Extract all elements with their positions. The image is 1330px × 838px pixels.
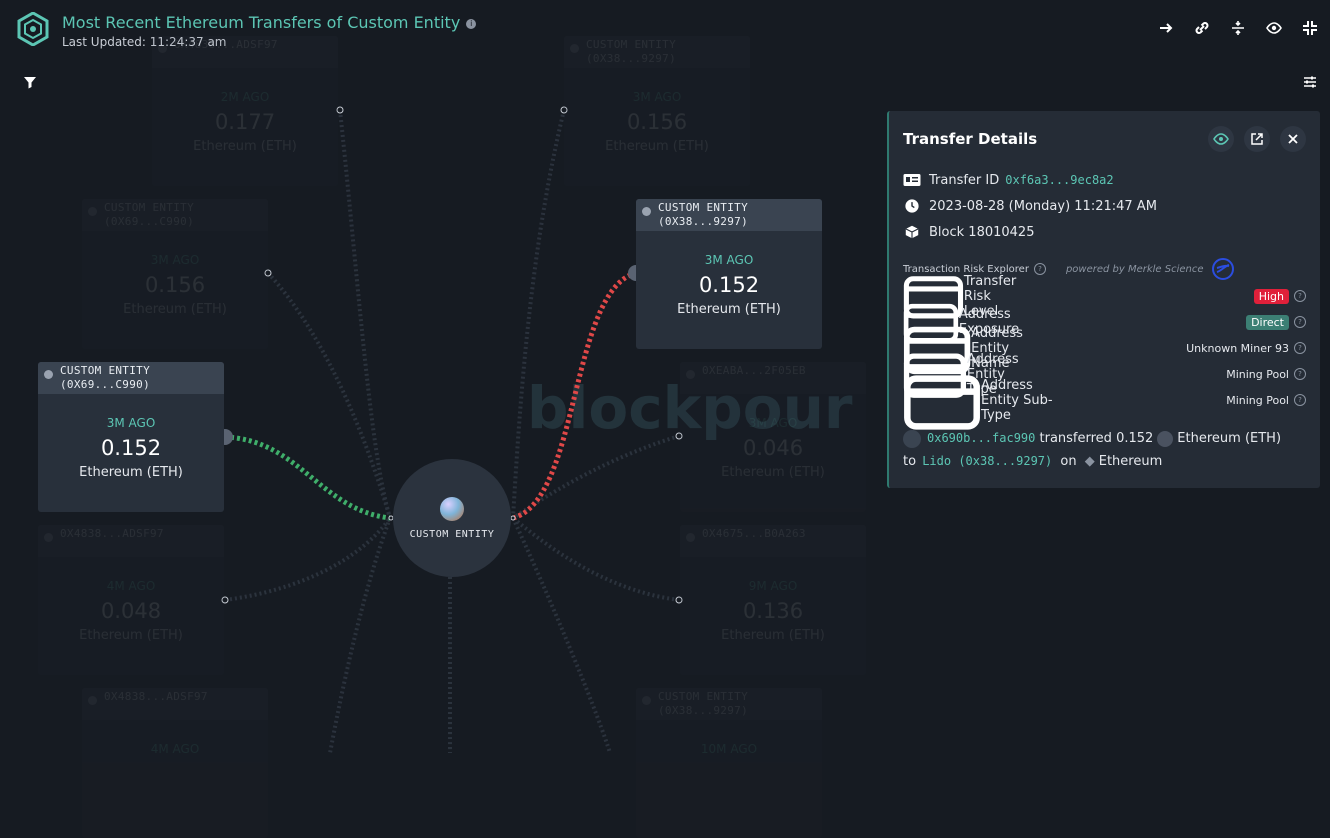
risk-explorer-header: Transaction Risk Explorer? powered by Me… — [903, 258, 1306, 280]
graph-canvas[interactable]: blockpour — [0, 0, 1330, 753]
receiver-link[interactable]: Lido (0x38...9297) — [922, 454, 1053, 468]
clock-icon — [905, 199, 919, 213]
transfer-age: 3M AGO — [106, 416, 156, 430]
ethereum-icon — [44, 370, 53, 379]
help-icon[interactable]: ? — [1033, 263, 1046, 275]
wallet-icon — [904, 375, 980, 430]
merkle-science-logo-icon — [1211, 258, 1234, 280]
edge-faded — [511, 109, 566, 519]
transfer-amount: 0.152 — [698, 273, 760, 297]
transfer-id-link[interactable]: 0xf6a3...9ec8a2 — [1005, 173, 1114, 187]
help-icon[interactable]: ? — [1294, 368, 1306, 380]
blockpour-logo-icon — [17, 12, 49, 46]
settings-sliders-icon[interactable] — [1302, 74, 1318, 90]
transfer-summary: 0x690b...fac990 transferred 0.152 Ethereu… — [903, 427, 1306, 473]
transfer-card[interactable]: CUSTOM ENTITY (0X38...9297) 3M AGO 0.156 Et… — [564, 36, 750, 186]
center-entity-label: CUSTOM ENTITY — [409, 528, 495, 540]
filter-icon[interactable] — [22, 74, 38, 90]
id-card-icon — [903, 174, 921, 186]
transfer-card[interactable]: 0X4838...ADSF97 2M AGO 0.177 Ethereum (ETH… — [152, 36, 338, 186]
edge-faded — [328, 517, 392, 753]
link-icon[interactable] — [1192, 18, 1212, 38]
help-icon[interactable]: ? — [1294, 342, 1306, 354]
transfer-card[interactable]: CUSTOM ENTITY (0X69...C990) 3M AGO 0.156 Et… — [82, 199, 268, 349]
page-header: Most Recent Ethereum Transfers of Custom… — [16, 12, 477, 49]
help-icon[interactable]: ? — [1294, 394, 1306, 406]
center-entity-node[interactable]: CUSTOM ENTITY — [393, 459, 511, 577]
split-icon[interactable] — [1228, 18, 1248, 38]
edge-faded — [266, 271, 392, 519]
panel-title: Transfer Details — [903, 130, 1038, 148]
eye-icon[interactable] — [1208, 126, 1234, 152]
sender-avatar — [903, 429, 921, 448]
edge-faded — [511, 517, 612, 753]
sender-link[interactable]: 0x690b...fac990 — [927, 431, 1036, 445]
transfer-id-row: Transfer ID 0xf6a3...9ec8a2 — [903, 167, 1306, 193]
risk-rows: Transfer Risk Level High? Address Exposu… — [903, 274, 1306, 430]
ethereum-chain-icon: ◆ — [1084, 454, 1095, 469]
risk-row: Address Entity Sub-Type Mining Pool? — [903, 375, 1306, 430]
exposure-badge: Direct — [1246, 314, 1289, 330]
edge-faded — [338, 109, 392, 519]
cube-icon — [905, 225, 919, 239]
help-icon[interactable]: ? — [1294, 290, 1306, 302]
transfer-card[interactable]: CUSTOM ENTITY (0X69...C990) 3M AGO 0.152 … — [38, 362, 224, 512]
ethereum-icon — [1157, 430, 1174, 447]
datetime-row: 2023-08-28 (Monday) 11:21:47 AM — [903, 193, 1306, 219]
info-icon[interactable]: i — [466, 18, 477, 29]
risk-level-badge: High — [1253, 288, 1289, 304]
transfer-age: 3M AGO — [704, 253, 754, 267]
transfer-card[interactable]: 0XEABA...2F05EB 3M AGO 0.046 Ethereum (ETH… — [680, 362, 866, 512]
close-icon[interactable] — [1280, 126, 1306, 152]
edge-faded — [511, 434, 680, 520]
risk-row: Address Exposure Direct? — [903, 304, 1306, 343]
risk-row: Address Entity Name Unknown Miner 93? — [903, 326, 1306, 374]
edge-inflow — [224, 434, 391, 521]
external-link-icon[interactable] — [1244, 126, 1270, 152]
toolbar — [1156, 18, 1320, 38]
transfer-currency: Ethereum (ETH) — [79, 465, 183, 480]
edge-faded — [224, 516, 392, 602]
page-title: Most Recent Ethereum Transfers of Custom… — [62, 12, 477, 34]
risk-row: Transfer Risk Level High? — [903, 274, 1306, 319]
transfer-card[interactable]: CUSTOM ENTITY (0X38...9297) 10M AGO — [636, 688, 822, 838]
transfer-card[interactable]: 0X4675...B0A263 9M AGO 0.136 Ethereum (ETH… — [680, 525, 866, 675]
eye-icon[interactable] — [1264, 18, 1284, 38]
entity-icon — [642, 207, 651, 216]
transfer-currency: Ethereum (ETH) — [677, 302, 781, 317]
transfer-card[interactable]: 0X4838...ADSF97 4M AGO — [82, 688, 268, 838]
entity-avatar — [440, 496, 464, 521]
transfer-amount: 0.152 — [100, 436, 162, 460]
wallet-icon — [903, 326, 971, 374]
arrow-right-icon[interactable] — [1156, 18, 1176, 38]
transfer-details-panel: Transfer Details Transfer ID 0xf6a3...9e… — [887, 111, 1320, 488]
transfer-card-selected[interactable]: CUSTOM ENTITY (0X38...9297) 3M AGO 0.152 … — [636, 199, 822, 349]
collapse-icon[interactable] — [1300, 18, 1320, 38]
last-updated: Last Updated: 11:24:37 am — [62, 35, 227, 49]
edge-faded — [511, 516, 680, 602]
help-icon[interactable]: ? — [1294, 316, 1306, 328]
transfer-card[interactable]: 0X4838...ADSF97 4M AGO 0.048 Ethereum (ETH… — [38, 525, 224, 675]
watermark: blockpour — [527, 374, 853, 442]
block-row: Block 18010425 — [903, 219, 1306, 245]
